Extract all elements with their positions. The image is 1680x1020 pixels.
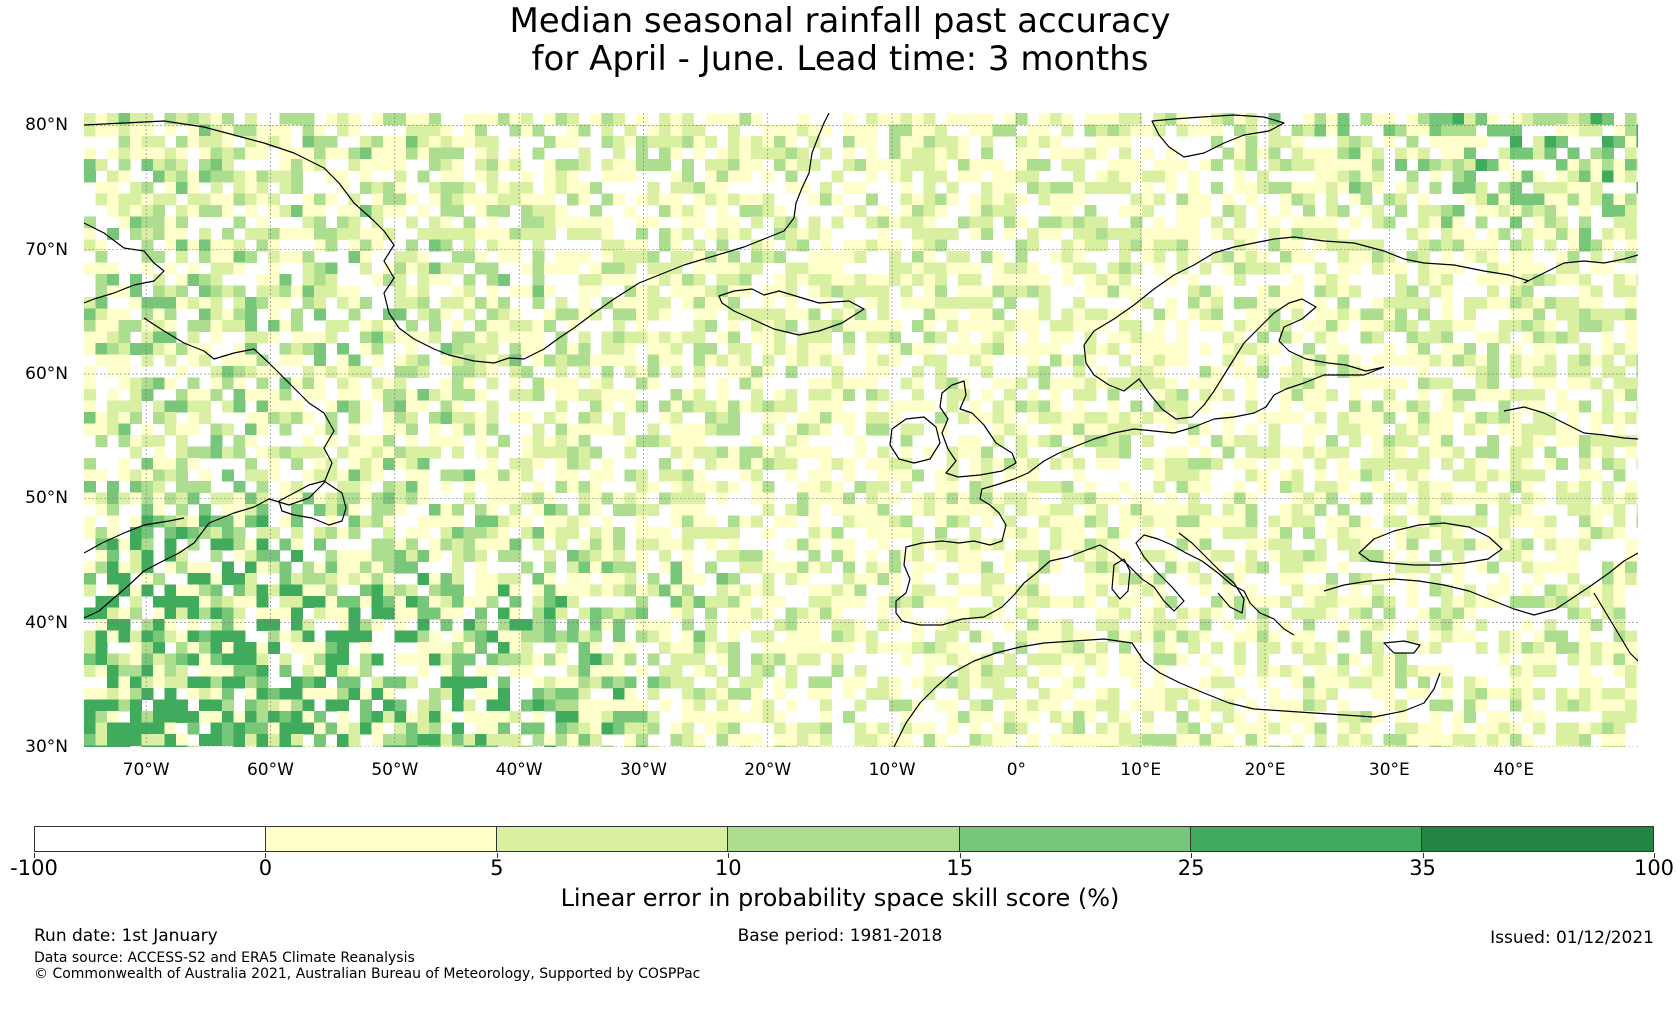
- skill-score-map-svg: [84, 113, 1638, 747]
- colorbar-bin: [35, 827, 267, 851]
- latitude-label: 30°N: [25, 737, 68, 757]
- coastline-black-sea: [1358, 522, 1503, 566]
- coastline-scandinavia: [1083, 236, 1530, 420]
- issued-date: Issued: 01/12/2021: [1490, 928, 1654, 948]
- colorbar-bin: [497, 827, 729, 851]
- colorbar-tick-label: 5: [490, 856, 504, 880]
- map-title-line-2: for April - June. Lead time: 3 months: [531, 39, 1149, 79]
- copyright: © Commonwealth of Australia 2021, Austra…: [34, 966, 701, 982]
- latitude-label: 70°N: [25, 239, 68, 260]
- coastline-caspian: [1593, 592, 1638, 662]
- coastline-greenland: [84, 113, 830, 364]
- map-title-line-1: Median seasonal rainfall past accuracy: [509, 1, 1171, 41]
- colorbar-tick-label: 25: [1177, 856, 1205, 880]
- colorbar-tick-label: 10: [714, 856, 742, 880]
- graticule: [84, 113, 1638, 747]
- coastline-svalbard: [1151, 114, 1285, 158]
- longitude-label: 70°W: [122, 760, 170, 780]
- coastline-great-britain: [939, 380, 1017, 478]
- colorbar-bin: [266, 827, 498, 851]
- coastline-italy: [1178, 532, 1245, 614]
- colorbar-bin: [959, 827, 1191, 851]
- coastlines: [84, 113, 1638, 747]
- colorbar-bin: [728, 827, 960, 851]
- colorbar-tick-label: 100: [1633, 856, 1675, 880]
- colorbar-tick-label: 15: [946, 856, 974, 880]
- longitude-label: 50°W: [371, 760, 419, 780]
- base-period: Base period: 1981-2018: [737, 926, 943, 946]
- run-date: Run date: 1st January: [34, 926, 218, 946]
- colorbar-tick: [1654, 853, 1655, 858]
- longitude-label: 40°W: [495, 760, 543, 780]
- colorbar-bin: [1190, 827, 1422, 851]
- colorbar-tick-label: 0: [258, 856, 273, 880]
- longitude-label: 10°W: [868, 760, 916, 780]
- latitude-label: 50°N: [25, 488, 68, 509]
- coastline-newfoundland: [278, 480, 347, 526]
- coastline-western-europe: [895, 366, 1385, 636]
- coastline-canada-east: [84, 222, 335, 619]
- colorbar-tick: [1191, 853, 1193, 858]
- colorbar-tick: [959, 853, 961, 858]
- longitude-label: 20°W: [744, 760, 792, 780]
- coastline-russia-north: [1503, 254, 1638, 440]
- longitude-label: 10°E: [1120, 760, 1162, 780]
- latitude-label: 60°N: [25, 364, 68, 385]
- coastline-crete: [1383, 640, 1421, 654]
- longitude-label: 40°E: [1493, 760, 1535, 780]
- longitude-label: 0°: [1006, 760, 1027, 780]
- longitude-label: 60°W: [246, 760, 294, 780]
- coastline-north-africa: [893, 638, 1441, 747]
- colorbar-bin: [1421, 827, 1653, 851]
- coastline-ireland: [889, 416, 941, 464]
- colorbar-tick: [34, 853, 35, 858]
- longitude-label: 20°E: [1244, 760, 1286, 780]
- coastline-iceland: [718, 288, 865, 336]
- longitude-label: 30°E: [1368, 760, 1410, 780]
- colorbar-tick-label: -100: [10, 856, 58, 880]
- latitude-label: 40°N: [25, 612, 68, 633]
- data-source: Data source: ACCESS-S2 and ERA5 Climate …: [34, 950, 415, 966]
- longitude-label: 30°W: [619, 760, 667, 780]
- coastline-sardinia: [1111, 558, 1131, 600]
- colorbar-tick: [496, 853, 498, 858]
- colorbar-tick: [265, 853, 267, 858]
- colorbar-tick-label: 35: [1409, 856, 1436, 880]
- skill-score-map: [84, 113, 1638, 747]
- colorbar-tick: [1422, 853, 1424, 858]
- latitude-label: 80°N: [25, 115, 68, 136]
- colorbar-title: Linear error in probability space skill …: [560, 884, 1120, 912]
- colorbar: [34, 826, 1654, 852]
- skill-score-grid-cells: [84, 113, 1638, 747]
- coastline-turkey: [1323, 552, 1638, 616]
- colorbar-tick: [728, 853, 730, 858]
